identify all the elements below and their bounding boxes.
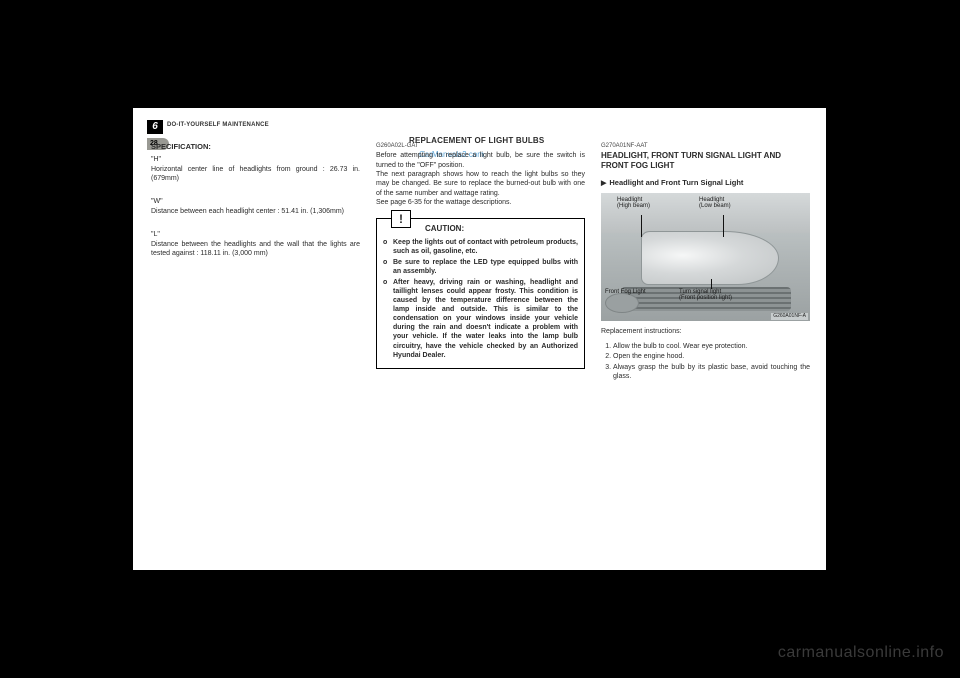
label-fog-light: Front Fog Light xyxy=(605,289,646,296)
step-item: Always grasp the bulb by its plastic bas… xyxy=(613,363,810,382)
column-3: G270A01NF-AAT HEADLIGHT, FRONT TURN SIGN… xyxy=(601,142,810,558)
label-low-beam: Headlight (Low beam) xyxy=(699,197,731,210)
spec-w-text: Distance between each headlight center :… xyxy=(151,208,344,215)
triangle-icon: ▶ xyxy=(601,179,606,188)
col3-headline: HEADLIGHT, FRONT TURN SIGNAL LIGHT AND F… xyxy=(601,151,810,171)
spec-h-label: "H" xyxy=(151,156,161,163)
col3-subhead: ▶Headlight and Front Turn Signal Light xyxy=(601,178,810,188)
caution-title-text: CAUTION: xyxy=(425,224,464,233)
page-header: 6 DO-IT-YOURSELF MAINTENANCE 28 REPLACEM… xyxy=(157,122,808,140)
column-2: G260A02L-GAT Before attempting to replac… xyxy=(376,142,585,558)
spec-heading: SPECIFICATION: xyxy=(151,142,360,152)
column-1: SPECIFICATION: "H" Horizontal center lin… xyxy=(151,142,360,558)
chapter-number-badge: 6 xyxy=(147,120,163,134)
col3-ref: G270A01NF-AAT xyxy=(601,142,810,150)
caution-title: ! CAUTION: xyxy=(383,224,578,235)
col2-p2-text: The next paragraph shows how to reach th… xyxy=(376,171,585,197)
leader-line xyxy=(723,215,724,237)
spec-w: "W" Distance between each headlight cent… xyxy=(151,197,360,216)
label-high-beam: Headlight (High beam) xyxy=(617,197,650,210)
step-item: Open the engine hood. xyxy=(613,352,810,361)
replacement-heading: Replacement instructions: xyxy=(601,327,810,336)
headlight-figure: Headlight (High beam) Headlight (Low bea… xyxy=(601,193,810,321)
step-item: Allow the bulb to cool. Wear eye protect… xyxy=(613,342,810,351)
spec-h: "H" Horizontal center line of headlights… xyxy=(151,155,360,183)
col2-p3: See page 6-35 for the wattage descriptio… xyxy=(376,198,585,207)
col2-ref: G260A02L-GAT xyxy=(376,142,585,150)
col2-p1-text: Before attempting to replace a light bul… xyxy=(376,152,585,168)
spec-h-text: Horizontal center line of headlights fro… xyxy=(151,166,360,182)
figure-foglight xyxy=(605,293,639,313)
label-turn-signal: Turn signal light (Front position light) xyxy=(679,289,732,302)
replacement-steps: Allow the bulb to cool. Wear eye protect… xyxy=(601,342,810,382)
caution-list: Keep the lights out of contact with petr… xyxy=(383,238,578,360)
spec-l-text: Distance between the headlights and the … xyxy=(151,241,360,257)
spec-l-label: "L" xyxy=(151,231,160,238)
figure-headlamp xyxy=(641,231,779,285)
caution-item: Be sure to replace the LED type equipped… xyxy=(383,258,578,276)
spec-w-label: "W" xyxy=(151,198,163,205)
spec-l: "L" Distance between the headlights and … xyxy=(151,230,360,258)
manual-page: 6 DO-IT-YOURSELF MAINTENANCE 28 REPLACEM… xyxy=(133,108,826,570)
watermark-bottom: carmanualsonline.info xyxy=(778,644,944,662)
figure-reference: G260A01NF-A xyxy=(771,313,808,320)
col2-p1: Before attempting to replace a light bul… xyxy=(376,151,585,170)
leader-line xyxy=(711,279,712,289)
caution-box: ! CAUTION: Keep the lights out of contac… xyxy=(376,218,585,369)
leader-line xyxy=(641,215,642,237)
col2-p2: The next paragraph shows how to reach th… xyxy=(376,170,585,198)
columns: SPECIFICATION: "H" Horizontal center lin… xyxy=(151,142,810,558)
col3-subhead-text: Headlight and Front Turn Signal Light xyxy=(609,178,743,187)
chapter-title: DO-IT-YOURSELF MAINTENANCE xyxy=(167,122,269,128)
caution-item: After heavy, driving rain or washing, he… xyxy=(383,278,578,360)
warning-icon: ! xyxy=(391,210,411,228)
caution-item: Keep the lights out of contact with petr… xyxy=(383,238,578,256)
